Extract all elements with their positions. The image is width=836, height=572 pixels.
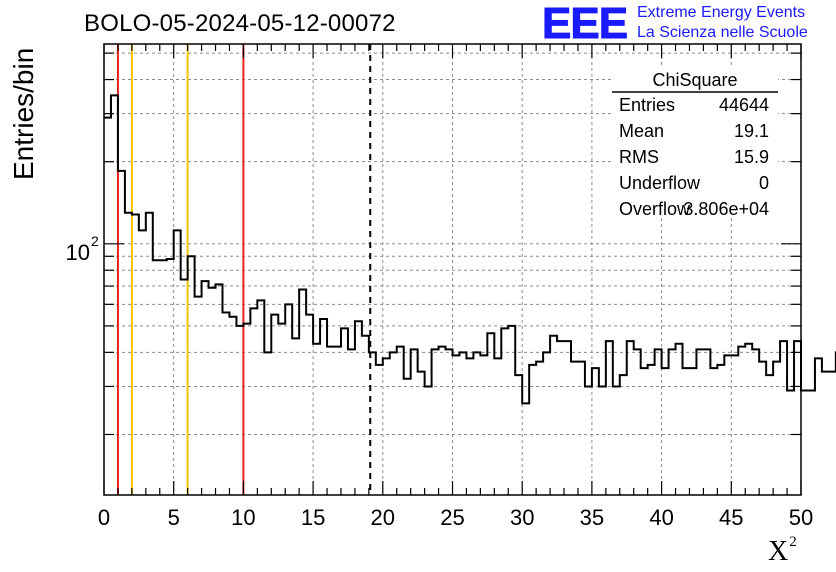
x-axis-label: X2 [768,534,797,568]
x-tick-label: 10 [231,505,255,530]
stats-label: Mean [619,121,664,141]
histogram-line [104,94,836,405]
x-tick-label: 25 [440,505,464,530]
stats-value: 3.806e+04 [683,199,769,219]
threshold-lines [116,44,372,495]
x-axis-label-base: X [768,536,789,567]
stats-label: Entries [619,95,675,115]
x-tick-label: 30 [510,505,534,530]
x-tick-label: 35 [580,505,604,530]
y-tick-label: 10 [66,240,90,265]
stats-value: 19.1 [734,121,769,141]
stats-label: Underflow [619,173,701,193]
logo-line-2: La Scienza nelle Scuole [637,24,808,41]
logo-line-1: Extreme Energy Events [637,4,806,21]
x-axis-label-exponent: 2 [789,534,797,550]
eee-logo: EEE [541,0,628,48]
x-tick-label: 45 [719,505,743,530]
stats-title: ChiSquare [652,70,737,90]
stats-background [612,68,778,216]
histogram-title: BOLO-05-2024-05-12-00072 [84,10,396,37]
x-tick-label: 15 [301,505,325,530]
stats-value: 44644 [719,95,769,115]
stats-label: Overflow [619,199,691,219]
y-tick-label-exponent: 2 [91,233,99,249]
x-tick-label: 5 [168,505,180,530]
stats-value: 0 [759,173,769,193]
stats-label: RMS [619,147,659,167]
stats-value: 15.9 [734,147,769,167]
histogram-series [104,94,836,405]
stats-box: ChiSquare Entries 44644 Mean 19.1 RMS 15.9 Unde… [612,68,778,219]
x-tick-label: 20 [371,505,395,530]
x-tick-label: 0 [98,505,110,530]
x-tick-label: 40 [649,505,673,530]
x-tick-label: 50 [789,505,813,530]
